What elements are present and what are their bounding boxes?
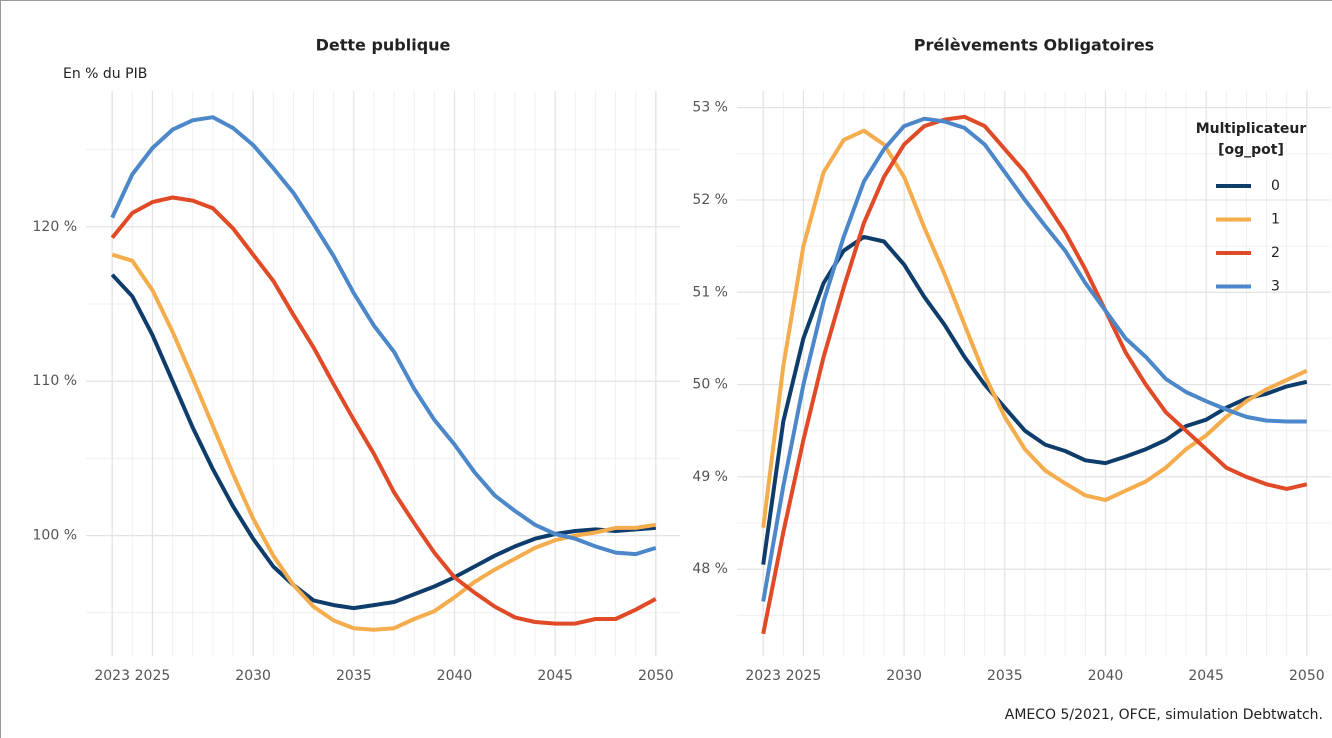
legend-label: 0 xyxy=(1271,178,1280,194)
line-series xyxy=(110,273,656,611)
y-tick-label: 51 % xyxy=(692,284,728,300)
x-tick-label: 2050 xyxy=(1289,668,1325,684)
legend-label: 2 xyxy=(1271,245,1280,261)
line-series xyxy=(110,195,657,626)
line-series xyxy=(110,115,657,557)
x-tick-label: 2025 xyxy=(135,668,171,684)
x-tick-label: 2023 xyxy=(94,668,130,684)
y-tick-label: 120 % xyxy=(33,219,77,235)
x-tick-label: 2035 xyxy=(336,668,372,684)
line-series xyxy=(761,234,1308,565)
chart-title: Prélèvements Obligatoires xyxy=(914,36,1154,55)
x-tick-label: 2030 xyxy=(235,668,271,684)
x-tick-label: 2035 xyxy=(987,668,1023,684)
legend-label: 3 xyxy=(1271,279,1280,295)
chart-title: Dette publique xyxy=(316,36,451,55)
x-tick-label: 2040 xyxy=(437,668,473,684)
legend-title: [og_pot] xyxy=(1218,142,1284,158)
y-tick-label: 48 % xyxy=(692,561,728,577)
x-tick-label: 2045 xyxy=(1188,668,1224,684)
line-series xyxy=(761,128,1308,528)
y-tick-label: 53 % xyxy=(692,100,728,116)
x-tick-label: 2025 xyxy=(786,668,822,684)
line-series xyxy=(761,116,1307,602)
y-tick-label: 49 % xyxy=(692,469,728,485)
y-tick-label: 110 % xyxy=(33,373,77,389)
legend-title: Multiplicateur xyxy=(1196,121,1307,137)
legend-label: 1 xyxy=(1271,212,1280,228)
y-axis-label: En % du PIB xyxy=(63,66,147,82)
x-tick-label: 2045 xyxy=(537,668,573,684)
x-tick-label: 2040 xyxy=(1088,668,1124,684)
x-tick-label: 2030 xyxy=(886,668,922,684)
y-tick-label: 52 % xyxy=(692,192,728,208)
line-series xyxy=(111,252,657,632)
y-tick-label: 50 % xyxy=(692,377,728,393)
y-tick-label: 100 % xyxy=(33,528,77,544)
x-tick-label: 2023 xyxy=(745,668,781,684)
x-tick-label: 2050 xyxy=(638,668,674,684)
line-series xyxy=(761,114,1308,635)
caption: AMECO 5/2021, OFCE, simulation Debtwatch… xyxy=(1005,707,1323,723)
